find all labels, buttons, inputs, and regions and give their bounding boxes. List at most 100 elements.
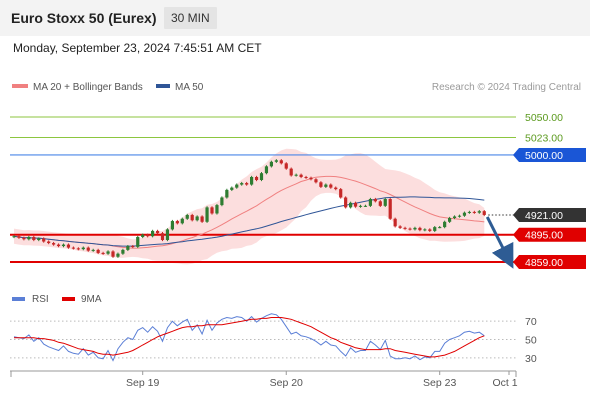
timeframe-button[interactable]: 30 MIN: [164, 7, 217, 29]
candle-body: [146, 234, 150, 237]
candle-body: [482, 211, 486, 215]
candle-body: [205, 207, 209, 222]
candle-body: [309, 177, 313, 180]
candle-body: [245, 183, 249, 185]
credit-text: Research © 2024 Trading Central: [432, 82, 581, 93]
chart-header: Euro Stoxx 50 (Eurex) 30 MIN: [0, 0, 590, 36]
candle-body: [180, 218, 184, 224]
candle-body: [413, 227, 417, 230]
candle-body: [467, 211, 471, 213]
candle-body: [363, 205, 368, 207]
candle-body: [17, 236, 21, 238]
candle-body: [304, 176, 308, 178]
rsi-panel: 70 50 30: [10, 313, 537, 365]
rsi-ma-legend-swatch: [62, 297, 75, 301]
candle-body: [32, 236, 36, 241]
ma50-legend-swatch: [156, 84, 170, 88]
candle-body: [12, 236, 16, 238]
candle-body: [289, 168, 293, 176]
level-label-4921.00: 4921.00: [525, 210, 563, 222]
candle-body: [160, 233, 165, 241]
rsi-series-rsi: [13, 313, 485, 362]
level-label-5000.00: 5000.00: [525, 150, 563, 162]
time-tick-label: Sep 19: [126, 377, 159, 389]
candle-body: [433, 227, 437, 231]
candle-body: [477, 211, 481, 213]
candle-body: [22, 237, 26, 240]
candle-body: [86, 247, 90, 251]
candle-body: [185, 214, 189, 219]
candle-body: [314, 179, 318, 183]
candle-body: [329, 184, 333, 188]
candle-body: [264, 166, 269, 174]
candle-body: [349, 202, 353, 208]
bollinger-band: [14, 148, 485, 265]
candle-body: [111, 251, 115, 257]
level-label-4859.00: 4859.00: [525, 257, 563, 269]
candle-body: [136, 236, 140, 247]
instrument-title: Euro Stoxx 50 (Eurex): [11, 10, 157, 26]
candle-body: [220, 197, 224, 206]
candle-body: [403, 227, 407, 229]
candle-body: [42, 238, 46, 242]
ma50-line: [13, 196, 485, 247]
level-tag-4859.00: [513, 255, 586, 270]
candle-body: [423, 229, 427, 231]
candle-body: [398, 226, 402, 228]
level-label-5023.00: 5023.00: [525, 132, 563, 144]
candle-body: [225, 189, 229, 198]
candle-body: [259, 173, 264, 181]
forecast-arrow: [485, 216, 514, 269]
candle-body: [418, 227, 422, 231]
candle-body: [116, 253, 120, 257]
candle-body: [284, 163, 288, 169]
candle-body: [200, 216, 204, 222]
candle-body: [106, 251, 110, 254]
bollinger-band-fill: [14, 148, 485, 265]
candle-body: [408, 228, 412, 230]
forecast-arrow-line: [485, 216, 514, 269]
time-tick-label: Sep 20: [270, 377, 303, 389]
level-tag-4895.00: [513, 227, 586, 242]
candle-body: [448, 218, 452, 222]
level-labels: 5050.00 5023.00 5000.00 4921.00 4895.00 4859.…: [513, 112, 586, 270]
level-tag-5000.00: [513, 147, 586, 162]
candle-body: [61, 244, 66, 247]
ma20-legend-swatch: [12, 84, 28, 88]
candle-body: [274, 160, 278, 162]
candle-body: [76, 248, 80, 250]
candle-body: [373, 199, 377, 202]
candle-body: [250, 176, 254, 185]
candle-body: [52, 243, 56, 245]
candle-body: [37, 238, 41, 241]
candle-body: [141, 234, 145, 237]
candlesticks: [12, 159, 486, 258]
candle-body: [175, 221, 179, 224]
level-label-4895.00: 4895.00: [525, 230, 563, 242]
candle-body: [101, 252, 105, 254]
candle-body: [47, 241, 51, 244]
rsi-ma-legend-label: 9MA: [81, 294, 102, 305]
candle-body: [368, 199, 372, 206]
ma20-legend-label: MA 20 + Bollinger Bands: [33, 82, 143, 93]
timestamp: Monday, September 23, 2024 7:45:51 AM CE…: [13, 41, 262, 55]
candle-body: [462, 212, 467, 216]
candle-body: [56, 244, 61, 247]
candle-body: [279, 160, 283, 164]
candle-body: [358, 205, 363, 207]
candle-body: [165, 229, 170, 241]
candle-body: [151, 230, 155, 237]
candle-body: [71, 247, 75, 249]
candle-body: [96, 249, 100, 253]
level-label-5050.00: 5050.00: [525, 112, 563, 124]
price-legend: MA 20 + Bollinger Bands MA 50: [12, 82, 204, 93]
moving-averages: [13, 175, 485, 249]
candle-body: [131, 246, 135, 248]
time-tick-label: Sep 23: [423, 377, 456, 389]
candle-body: [452, 216, 457, 218]
candle-body: [383, 199, 387, 206]
candle-body: [324, 184, 328, 187]
candle-body: [66, 244, 71, 248]
candle-body: [126, 246, 130, 250]
